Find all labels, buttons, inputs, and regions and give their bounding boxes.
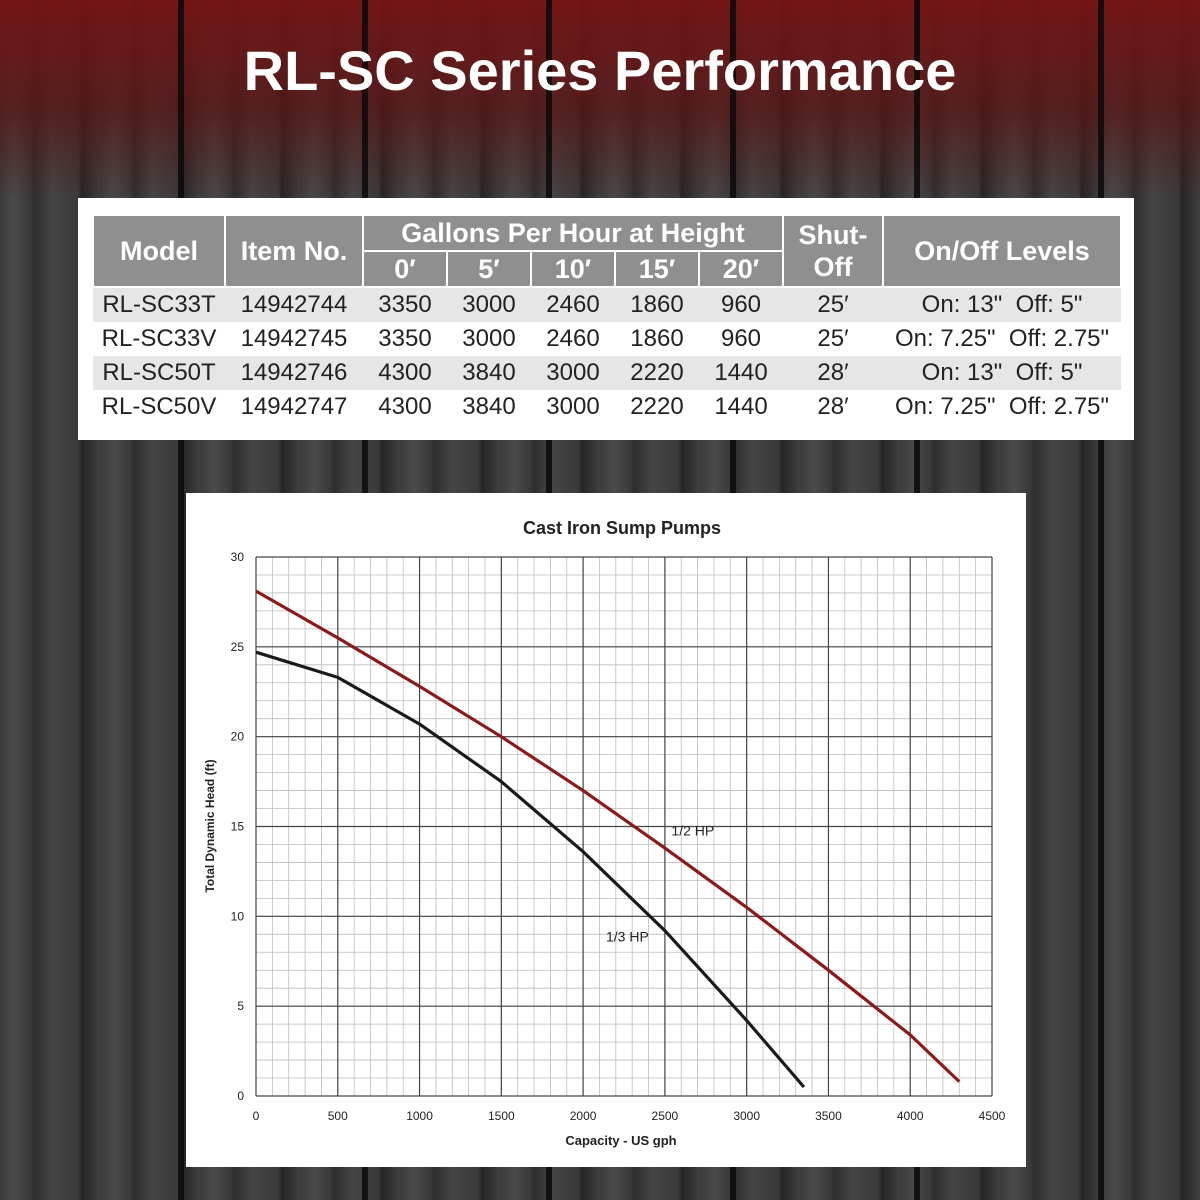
y-tick-label: 25 bbox=[231, 640, 245, 654]
cell-gph: 2460 bbox=[531, 322, 615, 356]
cell-gph: 960 bbox=[699, 322, 784, 356]
cell-gph: 4300 bbox=[363, 356, 447, 390]
header-height-10: 10′ bbox=[530, 250, 616, 288]
cell-gph: 2220 bbox=[615, 390, 699, 424]
cell-gph: 3000 bbox=[447, 287, 531, 322]
table-row: RL-SC33T 14942744 3350 3000 2460 1860 96… bbox=[93, 287, 1122, 322]
cell-model: RL-SC50T bbox=[93, 356, 225, 390]
header-shutoff: Shut-Off bbox=[782, 214, 885, 288]
header-gph-group: Gallons Per Hour at Height bbox=[361, 214, 785, 252]
cell-gph: 3000 bbox=[531, 356, 615, 390]
cell-gph: 4300 bbox=[363, 390, 447, 424]
cell-item: 14942747 bbox=[225, 390, 363, 424]
cell-gph: 1860 bbox=[615, 287, 699, 322]
cell-shutoff: 25′ bbox=[783, 287, 884, 322]
chart-card: Cast Iron Sump Pumps Capacity - US gph T… bbox=[186, 493, 1026, 1167]
chart-grid bbox=[255, 556, 993, 1097]
y-tick-label: 20 bbox=[231, 730, 245, 744]
x-tick-label: 2000 bbox=[570, 1109, 597, 1123]
cell-gph: 3000 bbox=[531, 390, 615, 424]
cell-item: 14942746 bbox=[225, 356, 363, 390]
cell-gph: 3840 bbox=[447, 356, 531, 390]
series-label-half-hp: 1/2 HP bbox=[671, 822, 714, 838]
header-height-15: 15′ bbox=[614, 250, 700, 288]
cell-levels: On: 13" Off: 5" bbox=[883, 356, 1122, 390]
spec-table-card: Model Item No. Gallons Per Hour at Heigh… bbox=[78, 198, 1134, 440]
x-tick-label: 3000 bbox=[733, 1109, 760, 1123]
cell-levels: On: 7.25" Off: 2.75" bbox=[883, 322, 1122, 356]
tick-labels: 0 500 1000 1500 2000 2500 3000 3500 4000 4500 0 5 10… bbox=[231, 550, 1006, 1123]
table-row: RL-SC50V 14942747 4300 3840 3000 2220 14… bbox=[93, 390, 1122, 424]
x-tick-label: 4000 bbox=[897, 1109, 924, 1123]
y-axis-label: Total Dynamic Head (ft) bbox=[203, 759, 217, 892]
page-title: RL-SC Series Performance bbox=[243, 39, 957, 102]
spec-table: Model Item No. Gallons Per Hour at Heigh… bbox=[92, 214, 1123, 424]
cell-gph: 2460 bbox=[531, 287, 615, 322]
cell-gph: 3000 bbox=[447, 322, 531, 356]
series-line-third-hp bbox=[255, 650, 806, 1089]
y-tick-label: 30 bbox=[231, 550, 245, 564]
x-tick-label: 1000 bbox=[406, 1109, 433, 1123]
x-tick-label: 2500 bbox=[652, 1109, 679, 1123]
cell-gph: 3840 bbox=[447, 390, 531, 424]
cell-shutoff: 25′ bbox=[783, 322, 884, 356]
x-tick-label: 500 bbox=[328, 1109, 348, 1123]
performance-chart: Cast Iron Sump Pumps Capacity - US gph T… bbox=[203, 518, 1006, 1148]
cell-gph: 3350 bbox=[363, 287, 447, 322]
cell-model: RL-SC50V bbox=[93, 390, 225, 424]
cell-shutoff: 28′ bbox=[783, 390, 884, 424]
y-tick-label: 5 bbox=[237, 999, 244, 1013]
y-tick-label: 0 bbox=[237, 1089, 244, 1103]
x-axis-label: Capacity - US gph bbox=[565, 1133, 676, 1148]
cell-model: RL-SC33V bbox=[93, 322, 225, 356]
chart-title: Cast Iron Sump Pumps bbox=[523, 518, 721, 538]
header-item-no: Item No. bbox=[224, 214, 364, 288]
cell-gph: 1860 bbox=[615, 322, 699, 356]
header-height-0: 0′ bbox=[362, 250, 448, 288]
header-model: Model bbox=[92, 214, 226, 288]
cell-gph: 1440 bbox=[699, 356, 784, 390]
chart-series: 1/2 HP 1/3 HP bbox=[255, 589, 961, 1089]
header-height-5: 5′ bbox=[446, 250, 532, 288]
series-line-half-hp bbox=[255, 589, 961, 1083]
cell-gph: 2220 bbox=[615, 356, 699, 390]
header-height-20: 20′ bbox=[697, 250, 785, 288]
series-label-third-hp: 1/3 HP bbox=[606, 928, 649, 944]
cell-levels: On: 7.25" Off: 2.75" bbox=[883, 390, 1122, 424]
x-tick-label: 4500 bbox=[979, 1109, 1006, 1123]
header-levels: On/Off Levels bbox=[882, 214, 1123, 288]
x-tick-label: 1500 bbox=[488, 1109, 515, 1123]
y-tick-label: 15 bbox=[231, 820, 245, 834]
cell-levels: On: 13" Off: 5" bbox=[883, 287, 1122, 322]
cell-gph: 3350 bbox=[363, 322, 447, 356]
table-row: RL-SC50T 14942746 4300 3840 3000 2220 14… bbox=[93, 356, 1122, 390]
cell-shutoff: 28′ bbox=[783, 356, 884, 390]
cell-item: 14942745 bbox=[225, 322, 363, 356]
x-tick-label: 0 bbox=[253, 1109, 260, 1123]
cell-model: RL-SC33T bbox=[93, 287, 225, 322]
cell-gph: 1440 bbox=[699, 390, 784, 424]
table-row: RL-SC33V 14942745 3350 3000 2460 1860 96… bbox=[93, 322, 1122, 356]
cell-gph: 960 bbox=[699, 287, 784, 322]
y-tick-label: 10 bbox=[231, 909, 245, 923]
cell-item: 14942744 bbox=[225, 287, 363, 322]
x-tick-label: 3500 bbox=[815, 1109, 842, 1123]
